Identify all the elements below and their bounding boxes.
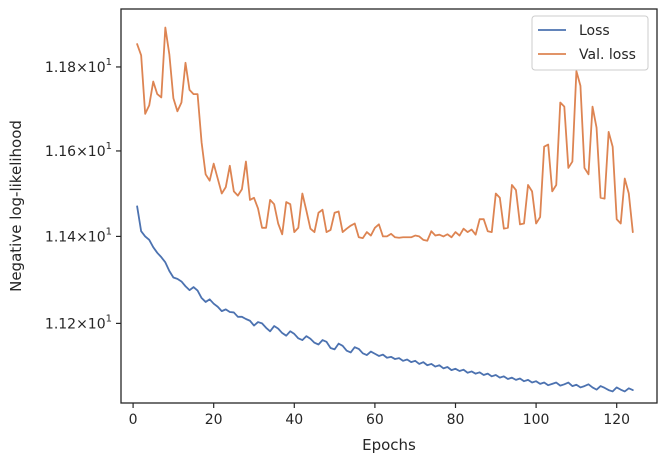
y-tick-mantissa: 1.14×10 xyxy=(45,229,106,245)
y-tick-mantissa: 1.18×10 xyxy=(45,60,106,76)
y-tick-label: 1.14×101 xyxy=(45,226,112,245)
y-tick-exponent: 1 xyxy=(106,226,112,237)
x-axis-ticks: 0 20 40 60 80 100 120 xyxy=(129,403,630,428)
legend-label-loss: Loss xyxy=(579,23,610,39)
y-tick-exponent: 1 xyxy=(106,57,112,68)
y-tick-label: 1.12×101 xyxy=(45,313,112,332)
series-line-loss xyxy=(136,205,634,393)
series-line-val-loss xyxy=(136,26,634,242)
y-tick-exponent: 1 xyxy=(106,141,112,152)
y-tick-exponent: 1 xyxy=(106,313,112,324)
x-tick-label: 40 xyxy=(285,412,303,428)
legend-label-val-loss: Val. loss xyxy=(579,47,636,63)
y-tick-label: 1.18×101 xyxy=(45,57,112,76)
legend: Loss Val. loss xyxy=(531,15,649,71)
x-tick-label: 120 xyxy=(603,412,630,428)
plot-frame xyxy=(120,8,658,404)
y-tick-label: 1.16×101 xyxy=(45,141,112,160)
x-tick-label: 60 xyxy=(366,412,384,428)
x-tick-label: 80 xyxy=(447,412,465,428)
x-tick-label: 100 xyxy=(523,412,550,428)
x-tick-label: 0 xyxy=(129,412,138,428)
y-tick-mantissa: 1.12×10 xyxy=(45,316,106,332)
x-tick-label: 20 xyxy=(205,412,223,428)
series-layer xyxy=(136,26,634,393)
y-tick-mantissa: 1.16×10 xyxy=(45,144,106,160)
x-axis-label: Epochs xyxy=(362,436,416,454)
y-axis-label: Negative log-likelihood xyxy=(7,120,25,292)
